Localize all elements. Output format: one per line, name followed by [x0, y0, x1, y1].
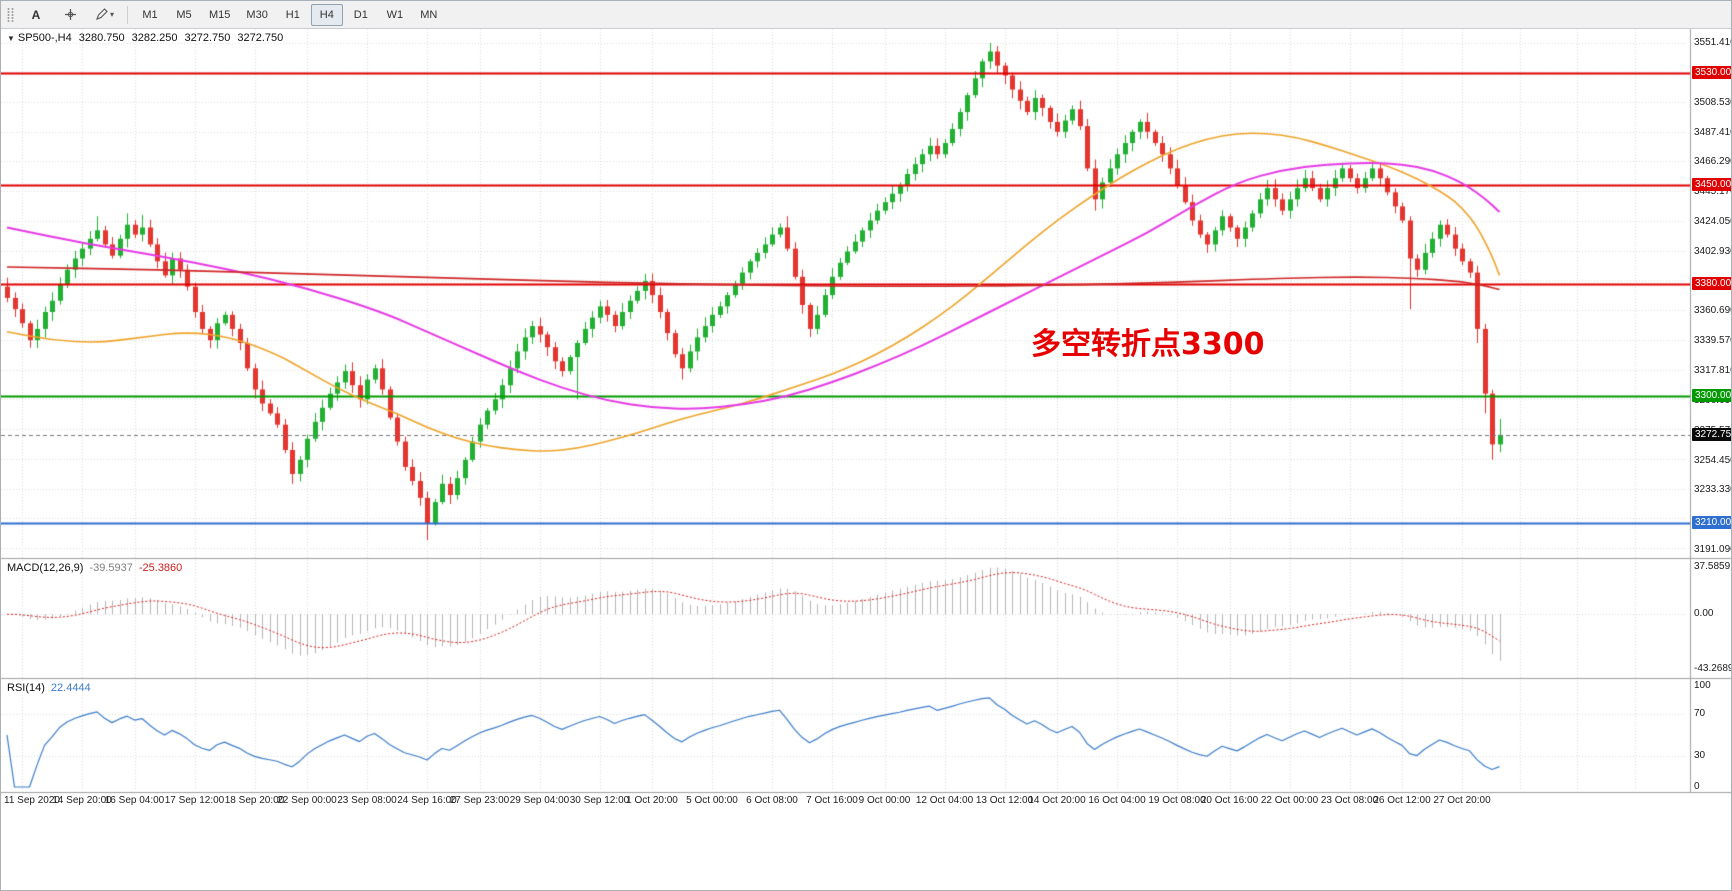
macd-title: MACD(12,26,9)	[7, 562, 84, 574]
bar-close-value: 3272.750	[237, 32, 284, 44]
rsi-indicator-header: RSI(14) 22.4444	[7, 682, 91, 694]
date-label: 18 Sep 20:00	[224, 795, 285, 806]
date-label: 22 Sep 00:00	[277, 795, 337, 806]
price-tick-label: 3360.690	[1694, 305, 1732, 317]
date-label: 14 Sep 20:00	[52, 795, 112, 806]
timeframe-button-m15[interactable]: M15	[209, 8, 231, 21]
price-line-label: 3450.000	[1692, 178, 1731, 192]
timeframe-button-w1[interactable]: W1	[386, 8, 404, 21]
price-tick-label: 3445.170	[1694, 186, 1732, 198]
timeframe-button-m5[interactable]: M5	[176, 8, 192, 21]
date-label: 30 Sep 12:00	[569, 795, 630, 806]
macd-tick-label: -43.2689	[1694, 662, 1732, 674]
timeframe-button-h4[interactable]: H4	[310, 3, 343, 26]
date-label: 26 Oct 12:00	[1373, 795, 1431, 806]
price-line-label: 3300.000	[1692, 389, 1731, 403]
date-label: 29 Sep 04:00	[509, 795, 570, 806]
price-tick-label: 3317.810	[1694, 365, 1732, 377]
price-tick-label: 3233.330	[1694, 484, 1732, 496]
price-tick-label: 3254.450	[1694, 454, 1732, 466]
date-label: 20 Oct 16:00	[1200, 795, 1259, 806]
date-label: 1 Oct 20:00	[626, 795, 678, 806]
toolbar-separator	[127, 5, 129, 24]
macd-tick-label: 0.00	[1694, 608, 1714, 620]
price-tick-label: 3339.570	[1694, 334, 1732, 346]
date-label: 13 Oct 12:00	[975, 795, 1034, 806]
date-label: 17 Sep 12:00	[164, 795, 225, 806]
date-label: 11 Sep 2020	[4, 795, 60, 806]
rsi-tick-label: 70	[1694, 708, 1706, 720]
arrow-tool-button[interactable]: A	[31, 7, 41, 22]
price-tick-label: 3466.290	[1694, 156, 1732, 168]
chart-annotation-text[interactable]: 多空转折点3300	[1031, 327, 1265, 362]
rsi-tick-label: 30	[1694, 749, 1706, 761]
symbol-timeframe: SP500-,H4	[17, 32, 72, 44]
date-label: 22 Oct 00:00	[1260, 795, 1319, 806]
date-label: 9 Oct 00:00	[858, 795, 911, 806]
rsi-value: 22.4444	[50, 682, 91, 694]
bar-low-value: 3272.750	[184, 32, 231, 44]
price-tick-label: 3508.530	[1694, 96, 1732, 108]
price-tick-label: 3402.930	[1694, 245, 1732, 257]
timeframe-button-mn[interactable]: MN	[420, 8, 438, 21]
draw-tools-button[interactable]: ▾	[88, 4, 121, 26]
rsi-tick-label: 0	[1694, 781, 1700, 792]
date-label: 24 Sep 16:00	[397, 795, 457, 806]
date-label: 7 Oct 16:00	[806, 795, 858, 806]
macd-main-value: -39.5937	[89, 562, 133, 574]
current-price-label: 3272.750	[1692, 427, 1731, 441]
symbol-dropdown-icon[interactable]: ▼	[7, 34, 15, 43]
macd-signal-value: -25.3860	[138, 562, 183, 574]
price-tick-label: 3487.410	[1694, 126, 1732, 138]
date-label: 6 Oct 08:00	[746, 795, 798, 806]
price-tick-label: 3424.050	[1694, 215, 1732, 227]
date-label: 16 Sep 04:00	[104, 795, 165, 806]
chevron-down-icon: ▾	[110, 10, 115, 19]
macd-indicator-header: MACD(12,26,9) -39.5937 -25.3860	[7, 562, 182, 574]
bar-high-value: 3282.250	[131, 32, 178, 44]
crosshair-tool-button[interactable]	[54, 4, 86, 26]
macd-tick-label: 37.5859	[1694, 561, 1731, 573]
date-label: 14 Oct 20:00	[1028, 795, 1086, 806]
price-tick-label: 3191.090	[1694, 543, 1732, 555]
date-label: 5 Oct 00:00	[686, 795, 738, 806]
bar-open-value: 3280.750	[78, 32, 125, 44]
toolbar-grip-icon[interactable]	[5, 7, 19, 23]
rsi-title: RSI(14)	[7, 682, 45, 694]
chart-ohlc-header: ▼ SP500-,H4 3280.750 3282.250 3272.750 3272.7…	[7, 32, 283, 44]
toolbar: A ▾ M1 M5 M15 M30 H1 H4 D1 W1 MN	[1, 1, 1731, 29]
date-label: 23 Oct 08:00	[1320, 795, 1379, 806]
price-line-label: 3380.000	[1692, 276, 1731, 290]
rsi-tick-label: 100	[1694, 680, 1711, 691]
timeframe-button-d1[interactable]: D1	[353, 8, 368, 21]
timeframe-button-h1[interactable]: H1	[285, 8, 300, 21]
price-tick-label: 3551.410	[1694, 36, 1732, 48]
date-label: 23 Sep 08:00	[337, 795, 397, 806]
price-line-label: 3210.000	[1692, 516, 1731, 530]
date-label: 12 Oct 04:00	[915, 795, 974, 806]
date-label: 27 Sep 23:00	[449, 795, 510, 806]
price-line-label: 3530.000	[1692, 65, 1731, 79]
date-label: 27 Oct 20:00	[1433, 795, 1491, 806]
timeframe-button-m1[interactable]: M1	[142, 8, 158, 21]
timeframe-button-m30[interactable]: M30	[246, 8, 268, 21]
date-label: 19 Oct 08:00	[1148, 795, 1206, 806]
date-label: 16 Oct 04:00	[1088, 795, 1146, 806]
